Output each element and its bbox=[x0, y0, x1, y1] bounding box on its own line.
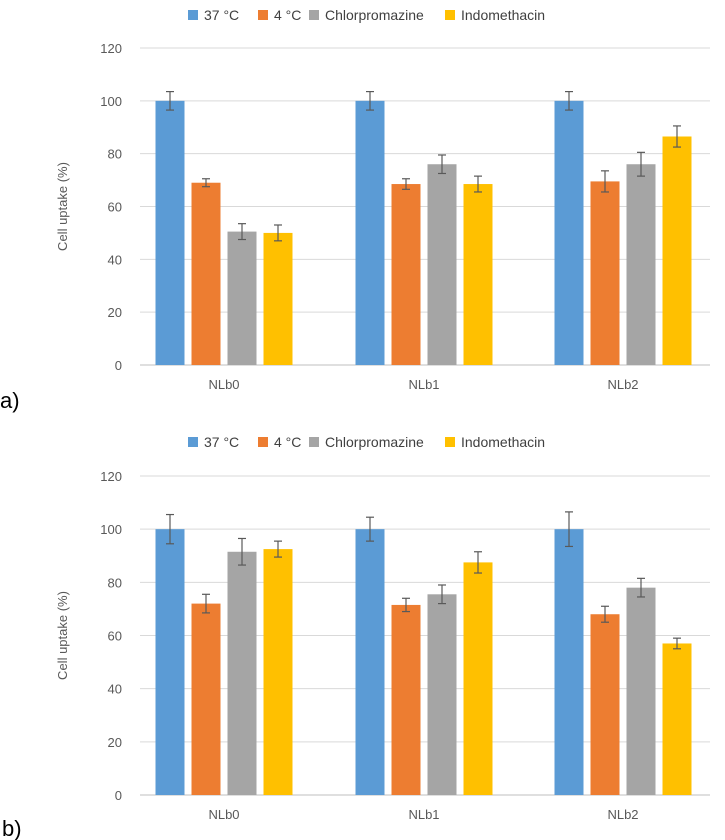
bar-0-1-2 bbox=[427, 164, 457, 365]
bar-0-2-0 bbox=[554, 100, 584, 365]
legend-swatch-0-2 bbox=[309, 10, 319, 20]
legend-swatch-0-0 bbox=[188, 10, 198, 20]
chart-panel-1: 37 °C 4 °C Chlorpromazine Indomethacin 0 20 40… bbox=[2, 434, 710, 840]
legend-label-1-1: 4 °C bbox=[274, 434, 301, 450]
legend-swatch-0-3 bbox=[445, 10, 455, 20]
y-tick-label-0-0: 0 bbox=[115, 358, 122, 373]
bar-0-0-2 bbox=[227, 231, 257, 365]
legend-label-0-0: 37 °C bbox=[204, 7, 239, 23]
bar-1-0-3 bbox=[263, 549, 293, 795]
legend-swatch-1-0 bbox=[188, 437, 198, 447]
y-tick-label-0-6: 120 bbox=[100, 41, 122, 56]
y-tick-label-1-4: 80 bbox=[108, 575, 122, 590]
legend-label-0-2: Chlorpromazine bbox=[325, 7, 424, 23]
y-tick-label-1-6: 120 bbox=[100, 469, 122, 484]
bar-1-2-2 bbox=[626, 587, 656, 795]
category-label-1-1: NLb1 bbox=[408, 807, 439, 822]
bar-0-1-1 bbox=[391, 184, 421, 365]
bar-0-2-1 bbox=[590, 181, 620, 365]
bar-0-2-3 bbox=[662, 136, 692, 365]
bar-0-1-3 bbox=[463, 184, 493, 365]
bar-1-1-0 bbox=[355, 529, 385, 795]
y-tick-label-0-5: 100 bbox=[100, 94, 122, 109]
y-axis-title-0: Cell uptake (%) bbox=[55, 162, 70, 251]
legend-label-1-2: Chlorpromazine bbox=[325, 434, 424, 450]
y-tick-label-0-1: 20 bbox=[108, 305, 122, 320]
panel-label-1: b) bbox=[2, 816, 22, 840]
category-label-1-2: NLb2 bbox=[607, 807, 638, 822]
bar-1-0-0 bbox=[155, 529, 185, 795]
category-label-0-1: NLb1 bbox=[408, 377, 439, 392]
bar-0-0-1 bbox=[191, 182, 221, 365]
bar-0-1-0 bbox=[355, 100, 385, 365]
bar-1-0-2 bbox=[227, 551, 257, 795]
legend-label-1-3: Indomethacin bbox=[461, 434, 545, 450]
y-tick-label-1-2: 40 bbox=[108, 682, 122, 697]
category-label-1-0: NLb0 bbox=[208, 807, 239, 822]
y-tick-label-0-4: 80 bbox=[108, 147, 122, 162]
y-tick-label-0-2: 40 bbox=[108, 252, 122, 267]
bar-0-2-2 bbox=[626, 164, 656, 365]
legend-label-0-1: 4 °C bbox=[274, 7, 301, 23]
bar-1-1-3 bbox=[463, 562, 493, 795]
legend-swatch-1-1 bbox=[258, 437, 268, 447]
y-tick-label-1-1: 20 bbox=[108, 735, 122, 750]
chart-panel-0: 37 °C 4 °C Chlorpromazine Indomethacin 0 20 40… bbox=[0, 7, 710, 413]
panel-label-0: a) bbox=[0, 388, 20, 413]
y-tick-label-1-5: 100 bbox=[100, 522, 122, 537]
bar-1-1-2 bbox=[427, 594, 457, 795]
bar-1-0-1 bbox=[191, 603, 221, 795]
y-tick-label-0-3: 60 bbox=[108, 200, 122, 215]
bar-0-0-0 bbox=[155, 100, 185, 365]
legend-swatch-0-1 bbox=[258, 10, 268, 20]
legend-label-1-0: 37 °C bbox=[204, 434, 239, 450]
bar-1-2-1 bbox=[590, 614, 620, 795]
y-tick-label-1-3: 60 bbox=[108, 629, 122, 644]
bar-1-2-0 bbox=[554, 529, 584, 795]
legend-swatch-1-3 bbox=[445, 437, 455, 447]
y-axis-title-1: Cell uptake (%) bbox=[55, 591, 70, 680]
bar-1-2-3 bbox=[662, 643, 692, 795]
legend-label-0-3: Indomethacin bbox=[461, 7, 545, 23]
category-label-0-2: NLb2 bbox=[607, 377, 638, 392]
bar-0-0-3 bbox=[263, 232, 293, 365]
legend-swatch-1-2 bbox=[309, 437, 319, 447]
y-tick-label-1-0: 0 bbox=[115, 788, 122, 803]
bar-1-1-1 bbox=[391, 604, 421, 795]
category-label-0-0: NLb0 bbox=[208, 377, 239, 392]
